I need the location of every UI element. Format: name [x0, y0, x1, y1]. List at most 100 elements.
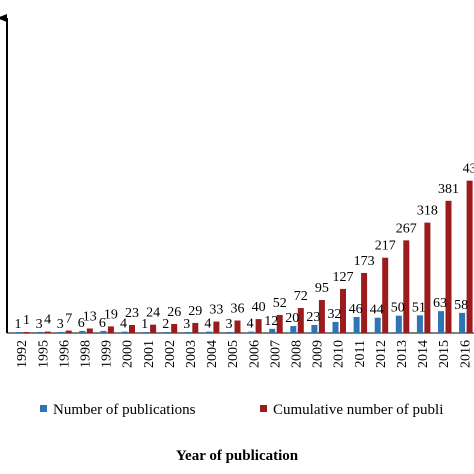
bar-cumulative-2014 [424, 222, 431, 333]
data-label-publications-1998: 6 [78, 316, 85, 331]
bar-publications-2009 [311, 325, 318, 333]
bar-publications-2002 [163, 332, 170, 333]
bar-cumulative-2009 [318, 300, 325, 333]
data-label-publications-1996: 3 [57, 317, 64, 332]
bar-publications-2006 [248, 331, 255, 333]
data-label-publications-2007: 12 [264, 314, 278, 329]
data-label-cumulative-1995: 4 [44, 313, 51, 328]
data-label-cumulative-2006: 40 [252, 300, 266, 315]
x-tick-label-2007: 2007 [268, 340, 283, 368]
data-label-cumulative-2000: 23 [125, 306, 139, 321]
data-label-cumulative-2015: 381 [438, 182, 459, 197]
bar-publications-1999 [100, 330, 107, 333]
x-tick-label-1996: 1996 [57, 340, 72, 368]
data-label-cumulative-2008: 72 [294, 289, 308, 304]
data-label-cumulative-1998: 13 [83, 309, 97, 324]
bar-cumulative-2015 [445, 200, 452, 333]
x-tick-label-1998: 1998 [79, 340, 94, 368]
x-tick-label-2001: 2001 [142, 340, 157, 368]
x-tick-label-1992: 1992 [15, 340, 30, 368]
legend-label-series-1: Number of publications [53, 402, 196, 418]
bar-publications-2008 [290, 326, 297, 333]
x-tick-label-2013: 2013 [395, 340, 410, 368]
x-tick-label-2010: 2010 [332, 340, 347, 368]
bar-cumulative-2003 [192, 322, 199, 333]
data-label-cumulative-2013: 267 [396, 221, 417, 236]
data-label-publications-2009: 23 [306, 310, 320, 325]
x-tick-label-2006: 2006 [247, 340, 262, 368]
x-tick-label-2008: 2008 [290, 340, 305, 368]
data-label-publications-2011: 46 [349, 302, 363, 317]
bar-publications-2007 [269, 328, 276, 333]
legend-item-series-1: Number of publications [40, 402, 195, 419]
data-label-cumulative-2010: 127 [333, 270, 354, 285]
bar-publications-1995 [37, 331, 44, 333]
data-label-publications-2000: 4 [120, 317, 127, 332]
x-axis-title: Year of publication [175, 448, 299, 464]
data-label-publications-2001: 1 [141, 317, 148, 332]
x-tick-label-1995: 1995 [36, 340, 51, 368]
bar-publications-2013 [395, 315, 402, 333]
legend-item-series-2: Cumulative number of publi [260, 402, 443, 419]
x-tick-label-2015: 2015 [437, 340, 452, 368]
bar-cumulative-2016 [466, 180, 473, 333]
legend-label-series-2: Cumulative number of publi [273, 402, 444, 418]
data-label-publications-2013: 50 [391, 301, 405, 316]
bar-cumulative-2000 [129, 325, 135, 333]
data-label-publications-1999: 6 [99, 316, 106, 331]
data-label-publications-1992: 1 [15, 317, 22, 332]
x-tick-label-2004: 2004 [205, 340, 220, 368]
data-label-cumulative-1999: 19 [104, 307, 118, 322]
x-tick-label-2014: 2014 [416, 340, 431, 368]
bar-publications-2014 [416, 315, 423, 333]
data-label-cumulative-2004: 33 [209, 303, 223, 318]
legend-swatch-series-1 [40, 405, 47, 412]
bar-cumulative-1999 [107, 326, 114, 333]
bar-publications-2010 [332, 321, 339, 333]
bar-cumulative-2011 [361, 272, 368, 333]
data-label-publications-2015: 63 [433, 296, 447, 311]
bar-publications-2015 [438, 311, 444, 333]
data-label-cumulative-2016: 43 [463, 162, 474, 177]
x-tick-label-2011: 2011 [353, 340, 368, 367]
bar-publications-2005 [227, 331, 233, 333]
bar-publications-2001 [142, 332, 149, 333]
data-label-publications-2016: 58 [454, 298, 468, 313]
bar-publications-2012 [374, 317, 381, 333]
legend-swatch-series-2 [260, 405, 267, 412]
bar-publications-2016 [459, 312, 466, 333]
data-label-publications-2008: 20 [285, 311, 299, 326]
bar-cumulative-2002 [171, 323, 178, 333]
data-label-publications-2014: 51 [412, 300, 426, 315]
bar-publications-1992 [16, 332, 22, 333]
bar-cumulative-2005 [234, 320, 241, 333]
bar-publications-1996 [58, 331, 65, 333]
data-label-cumulative-2012: 217 [375, 239, 396, 254]
data-label-cumulative-2011: 173 [354, 254, 375, 269]
data-label-cumulative-2005: 36 [231, 302, 245, 317]
data-label-publications-2006: 4 [247, 317, 254, 332]
bar-publications-2003 [184, 331, 191, 333]
data-label-publications-2002: 2 [162, 317, 169, 332]
data-label-cumulative-2003: 29 [188, 304, 202, 319]
bar-publications-2011 [353, 317, 360, 333]
x-tick-label-2012: 2012 [374, 340, 389, 368]
data-label-publications-2004: 4 [204, 317, 211, 332]
x-tick-label-2009: 2009 [311, 340, 326, 368]
bar-publications-2000 [121, 331, 128, 333]
bar-cumulative-1996 [65, 330, 72, 333]
bar-cumulative-2007 [276, 314, 283, 333]
data-label-cumulative-2014: 318 [417, 204, 438, 219]
bar-cumulative-1998 [86, 328, 93, 333]
data-label-publications-2003: 3 [183, 317, 190, 332]
bar-cumulative-2004 [213, 321, 220, 333]
bar-publications-1998 [79, 330, 86, 333]
bar-cumulative-2010 [340, 288, 346, 333]
data-label-publications-2012: 44 [370, 303, 384, 318]
data-label-cumulative-2001: 24 [146, 306, 160, 321]
data-label-publications-2010: 32 [328, 307, 342, 322]
bar-publications-2004 [205, 331, 212, 333]
data-label-cumulative-2009: 95 [315, 281, 329, 296]
bar-cumulative-1995 [44, 331, 51, 333]
